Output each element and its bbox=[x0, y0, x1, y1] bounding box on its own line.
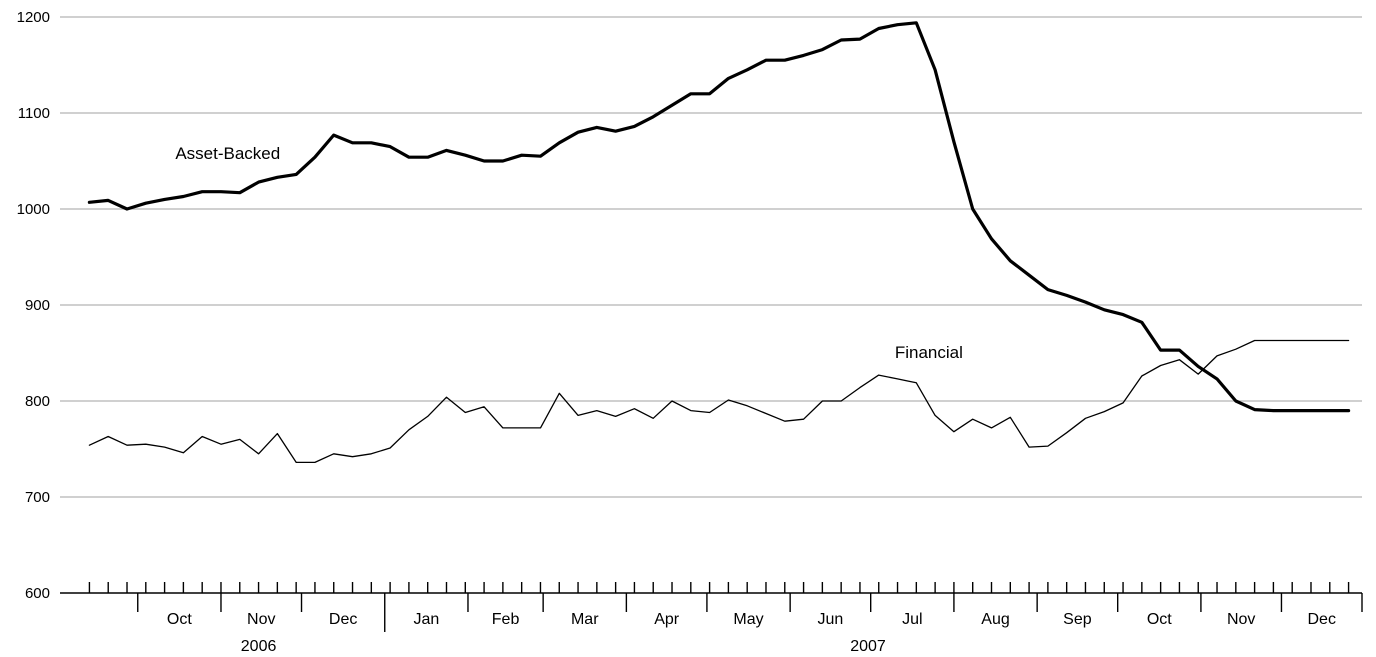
x-month-label: Dec bbox=[329, 611, 357, 628]
series-lines bbox=[87, 21, 1351, 464]
x-month-label: Oct bbox=[167, 611, 192, 628]
horizontal-gridlines bbox=[60, 16, 1362, 498]
x-month-label: Jun bbox=[818, 611, 844, 628]
series-label-financial: Financial bbox=[895, 343, 963, 362]
x-axis: Oct Nov Dec Jan Feb Mar Apr May Jun Jul Aug Sep Oct N… bbox=[60, 582, 1363, 655]
y-axis: 600 700 800 900 1000 1100 1200 bbox=[17, 9, 50, 602]
x-month-label: Nov bbox=[1227, 611, 1255, 628]
x-month-label: Jul bbox=[902, 611, 922, 628]
y-tick-label: 1200 bbox=[17, 9, 50, 26]
x-month-label: Oct bbox=[1147, 611, 1172, 628]
x-month-label: Dec bbox=[1308, 611, 1336, 628]
series-labels: Asset-Backed Financial bbox=[175, 144, 963, 362]
x-year-label: 2006 bbox=[241, 638, 277, 655]
x-year-label: 2007 bbox=[850, 638, 886, 655]
x-month-label: Aug bbox=[981, 611, 1009, 628]
y-tick-label: 1000 bbox=[17, 201, 50, 218]
x-month-label: Nov bbox=[247, 611, 275, 628]
x-month-label: Sep bbox=[1063, 611, 1092, 628]
y-tick-label: 800 bbox=[25, 393, 50, 410]
series-line-asset-backed bbox=[87, 21, 1351, 413]
x-month-label: Jan bbox=[413, 611, 439, 628]
y-tick-label: 700 bbox=[25, 489, 50, 506]
x-month-label: Feb bbox=[492, 611, 520, 628]
y-tick-label: 1100 bbox=[18, 105, 50, 122]
series-label-asset-backed: Asset-Backed bbox=[175, 144, 280, 163]
y-tick-label: 900 bbox=[25, 297, 50, 314]
x-month-label: Apr bbox=[654, 611, 680, 628]
x-month-label: May bbox=[733, 611, 763, 628]
y-tick-label: 600 bbox=[25, 585, 50, 602]
x-month-label: Mar bbox=[571, 611, 599, 628]
series-line-financial bbox=[88, 339, 1350, 464]
